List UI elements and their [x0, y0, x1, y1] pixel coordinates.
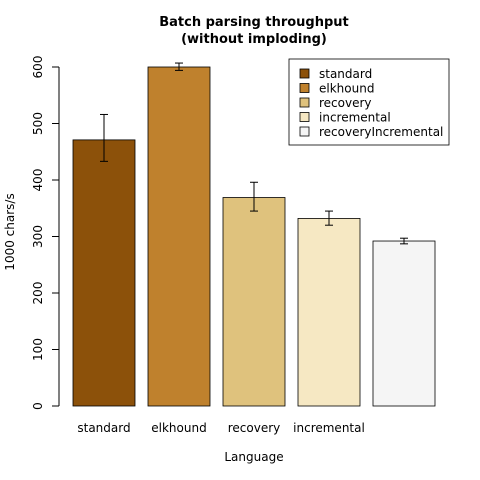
legend-label-elkhound: elkhound [319, 82, 374, 96]
chart-subtitle: (without imploding) [181, 32, 327, 47]
bars [72, 62, 436, 407]
error-bar-standard [100, 113, 108, 162]
bar-elkhound [147, 66, 211, 407]
y-tick-label: 600 [31, 56, 45, 79]
y-tick-label: 500 [31, 112, 45, 135]
legend-swatch-recoveryIncremental [299, 126, 310, 137]
error-bar-incremental [325, 210, 333, 226]
y-tick-label: 100 [31, 338, 45, 361]
error-bar-recoveryIncremental [400, 237, 408, 245]
legend-swatch-recovery [299, 97, 310, 108]
x-tick-labels: standard elkhound recovery incremental [77, 421, 364, 435]
y-tick-label: 300 [31, 225, 45, 248]
y-tick-label: 200 [31, 282, 45, 305]
x-tick-label-standard: standard [77, 421, 130, 435]
legend-label-incremental: incremental [319, 111, 391, 125]
bar-incremental [297, 218, 361, 407]
legend-box [288, 58, 450, 146]
x-tick-label-incremental: incremental [293, 421, 365, 435]
legend-swatch-standard [299, 68, 310, 79]
legend-label-recovery: recovery [319, 96, 372, 110]
x-tick-label-elkhound: elkhound [151, 421, 206, 435]
legend-swatch-elkhound [299, 83, 310, 93]
bar-standard [72, 139, 136, 407]
y-tick-label: 0 [31, 402, 45, 410]
bar-recovery [222, 197, 286, 407]
x-tick-label-recovery: recovery [228, 421, 281, 435]
error-bar-elkhound [175, 62, 183, 71]
legend-label-standard: standard [319, 67, 372, 81]
bar-recoveryIncremental [372, 240, 436, 407]
legend-swatch-incremental [299, 112, 310, 122]
legend: standardelkhoundrecoveryincrementalrecov… [288, 58, 450, 146]
x-axis-label: Language [224, 450, 283, 464]
error-bar-recovery [250, 181, 258, 212]
chart-title: Batch parsing throughput [159, 15, 349, 30]
legend-label-recoveryIncremental: recoveryIncremental [319, 125, 443, 139]
y-axis-label: 1000 chars/s [3, 193, 17, 270]
y-axis: 0 100 200 300 400 500 600 [31, 56, 60, 410]
y-tick-label: 400 [31, 169, 45, 192]
